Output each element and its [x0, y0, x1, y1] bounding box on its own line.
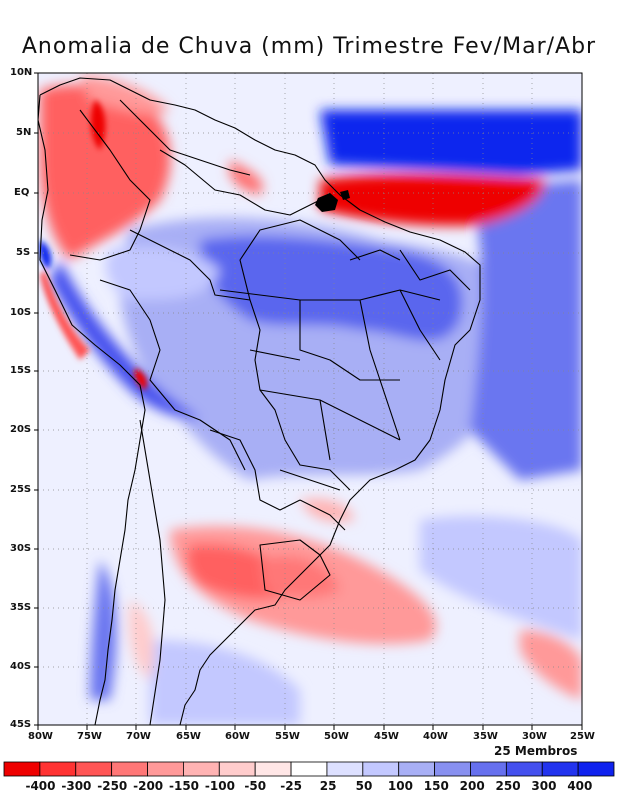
colorbar-swatch: [362, 761, 400, 777]
colorbar-label: -250: [97, 779, 128, 793]
members-count: 25 Membros: [494, 744, 578, 758]
positive-atlantic-east: [470, 180, 582, 480]
colorbar-label: -25: [280, 779, 302, 793]
colorbar-label: 150: [423, 779, 449, 793]
lat-label-10s: 10S: [10, 307, 32, 318]
lon-label-30w: 30W: [522, 731, 547, 742]
border-uruguay: [259, 539, 331, 601]
colorbar-swatch: [434, 761, 471, 777]
negative-southeast-coast: [300, 498, 355, 522]
lat-label-20s: 20S: [10, 424, 32, 435]
border-argentina-chile: [139, 419, 166, 725]
lat-label-eq: EQ: [14, 187, 30, 198]
lon-label-70w: 70W: [126, 731, 151, 742]
colorbar-label: 200: [459, 779, 485, 793]
negative-northwest: [40, 84, 171, 260]
border-venezuela: [119, 99, 251, 176]
colorbar-swatch: [326, 761, 364, 777]
colorbar-label: 400: [567, 779, 593, 793]
axis-ticks: [34, 72, 583, 730]
positive-ecuador-spot: [39, 240, 52, 270]
lat-label-15s: 15S: [10, 365, 32, 376]
south-america-coastline: [38, 77, 481, 725]
strong-positive-core: [200, 235, 463, 341]
colorbar-swatch: [505, 761, 543, 777]
lon-label-75w: 75W: [77, 731, 102, 742]
border-paraguay: [209, 429, 301, 511]
lon-label-40w: 40W: [423, 731, 448, 742]
positive-andes-strip: [50, 260, 200, 420]
lon-label-35w: 35W: [473, 731, 498, 742]
negative-caribbean: [80, 75, 170, 115]
colorbar-swatch: [290, 761, 328, 777]
lon-label-60w: 60W: [225, 731, 250, 742]
border-brazil-north: [159, 149, 321, 216]
brazil-state-lines: [219, 219, 471, 531]
positive-south-atlantic: [420, 516, 582, 640]
lon-label-65w: 65W: [176, 731, 201, 742]
negative-equatorial-atlantic: [320, 174, 545, 226]
colorbar-swatch: [254, 761, 292, 777]
colorbar-label: -200: [133, 779, 164, 793]
border-brazil-west: [129, 229, 351, 491]
lon-label-25w: 25W: [570, 731, 595, 742]
map-frame: [37, 72, 583, 726]
colorbar-swatch: [218, 761, 256, 777]
negative-bolivia-spot: [134, 368, 147, 390]
negative-peru-coast: [40, 270, 90, 360]
colorbar-label: 100: [387, 779, 413, 793]
colorbar-label: 300: [531, 779, 557, 793]
positive-amazon-west: [106, 246, 220, 300]
colorbar-label: 250: [495, 779, 521, 793]
colorbar: [3, 761, 615, 777]
lat-lon-grid: [38, 73, 582, 725]
colorbar-swatch: [111, 761, 148, 777]
colorbar-label: 50: [355, 779, 373, 793]
amazon-delta: [315, 190, 350, 212]
negative-uruguay: [260, 556, 340, 598]
country-borders: [38, 77, 481, 725]
lat-label-25s: 25S: [10, 484, 32, 495]
lon-label-45w: 45W: [374, 731, 399, 742]
lon-label-50w: 50W: [324, 731, 349, 742]
lon-label-55w: 55W: [275, 731, 300, 742]
colorbar-label: -400: [25, 779, 56, 793]
colorbar-swatch: [183, 761, 220, 777]
colorbar-swatch: [577, 761, 615, 777]
lat-label-40s: 40S: [10, 661, 32, 672]
colorbar-label: -300: [61, 779, 92, 793]
negative-colombia-spot: [90, 100, 106, 150]
lon-label-80w: 80W: [28, 731, 53, 742]
colorbar-label: -100: [204, 779, 235, 793]
border-colombia: [69, 109, 151, 261]
colorbar-swatch: [39, 761, 77, 777]
lat-label-5n: 5N: [16, 127, 32, 138]
negative-amazon-mouth-edge: [229, 160, 263, 195]
colorbar-swatch: [398, 761, 435, 777]
colorbar-swatch: [75, 761, 113, 777]
lat-label-10n: 10N: [10, 67, 33, 78]
colorbar-swatch: [541, 761, 579, 777]
lat-label-45s: 45S: [10, 719, 32, 730]
colorbar-label: -150: [169, 779, 200, 793]
map-title: Anomalia de Chuva (mm) Trimestre Fev/Mar…: [21, 34, 597, 59]
positive-patagonia: [150, 640, 300, 725]
positive-southwest: [90, 560, 117, 700]
lat-label-35s: 35S: [10, 602, 32, 613]
colorbar-swatch: [147, 761, 184, 777]
colorbar-swatch: [3, 761, 41, 777]
negative-far-southeast: [520, 630, 582, 700]
colorbar-label: 25: [319, 779, 337, 793]
lat-label-30s: 30S: [10, 543, 32, 554]
colorbar-label: -50: [244, 779, 267, 793]
colorbar-swatch: [470, 761, 507, 777]
negative-patagonia-west: [128, 600, 154, 680]
positive-atlantic-north: [320, 110, 582, 175]
lat-label-5s: 5S: [16, 247, 31, 258]
